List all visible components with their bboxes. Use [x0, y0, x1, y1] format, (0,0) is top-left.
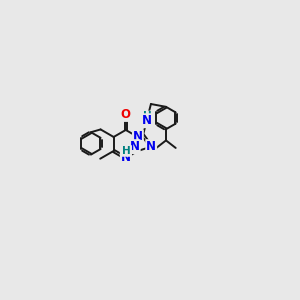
Text: N: N [133, 130, 143, 143]
Text: H: H [122, 146, 131, 156]
Text: N: N [121, 152, 131, 164]
Text: N: N [146, 140, 156, 153]
Text: N: N [130, 140, 140, 153]
Text: H: H [142, 111, 151, 122]
Text: O: O [121, 108, 131, 121]
Text: N: N [142, 114, 152, 127]
